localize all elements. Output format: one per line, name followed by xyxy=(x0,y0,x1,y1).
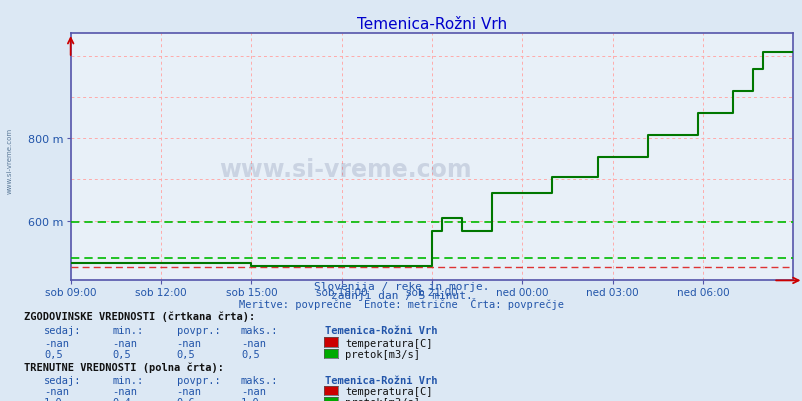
Text: 0,5: 0,5 xyxy=(176,349,195,359)
Text: 0,5: 0,5 xyxy=(241,349,259,359)
Text: 0,4: 0,4 xyxy=(112,397,131,401)
Text: min.:: min.: xyxy=(112,326,144,336)
Text: sedaj:: sedaj: xyxy=(44,326,82,336)
Text: maks.:: maks.: xyxy=(241,326,278,336)
Text: temperatura[C]: temperatura[C] xyxy=(345,386,432,396)
Text: pretok[m3/s]: pretok[m3/s] xyxy=(345,397,419,401)
Text: zadnji dan / 5 minut.: zadnji dan / 5 minut. xyxy=(330,291,472,301)
Text: Meritve: povprečne  Enote: metrične  Črta: povprečje: Meritve: povprečne Enote: metrične Črta:… xyxy=(239,297,563,309)
Text: temperatura[C]: temperatura[C] xyxy=(345,338,432,348)
Text: povpr.:: povpr.: xyxy=(176,326,220,336)
Text: -nan: -nan xyxy=(176,386,201,396)
Text: Temenica-Rožni Vrh: Temenica-Rožni Vrh xyxy=(325,375,437,385)
Text: 0,5: 0,5 xyxy=(112,349,131,359)
Text: 1,0: 1,0 xyxy=(44,397,63,401)
Text: www.si-vreme.com: www.si-vreme.com xyxy=(6,128,13,193)
Text: sedaj:: sedaj: xyxy=(44,375,82,385)
Text: Temenica-Rožni Vrh: Temenica-Rožni Vrh xyxy=(325,326,437,336)
Text: -nan: -nan xyxy=(241,386,265,396)
Text: 0,5: 0,5 xyxy=(44,349,63,359)
Text: www.si-vreme.com: www.si-vreme.com xyxy=(219,158,471,182)
Text: -nan: -nan xyxy=(44,338,69,348)
Text: ZGODOVINSKE VREDNOSTI (črtkana črta):: ZGODOVINSKE VREDNOSTI (črtkana črta): xyxy=(24,310,255,321)
Text: 0,6: 0,6 xyxy=(176,397,195,401)
Text: TRENUTNE VREDNOSTI (polna črta):: TRENUTNE VREDNOSTI (polna črta): xyxy=(24,361,224,372)
Text: -nan: -nan xyxy=(241,338,265,348)
Text: maks.:: maks.: xyxy=(241,375,278,385)
Text: Slovenija / reke in morje.: Slovenija / reke in morje. xyxy=(314,282,488,292)
Text: -nan: -nan xyxy=(112,338,137,348)
Text: min.:: min.: xyxy=(112,375,144,385)
Title: Temenica-Rožni Vrh: Temenica-Rožni Vrh xyxy=(357,16,506,32)
Text: -nan: -nan xyxy=(112,386,137,396)
Text: 1,0: 1,0 xyxy=(241,397,259,401)
Text: pretok[m3/s]: pretok[m3/s] xyxy=(345,349,419,359)
Text: povpr.:: povpr.: xyxy=(176,375,220,385)
Text: -nan: -nan xyxy=(176,338,201,348)
Text: -nan: -nan xyxy=(44,386,69,396)
